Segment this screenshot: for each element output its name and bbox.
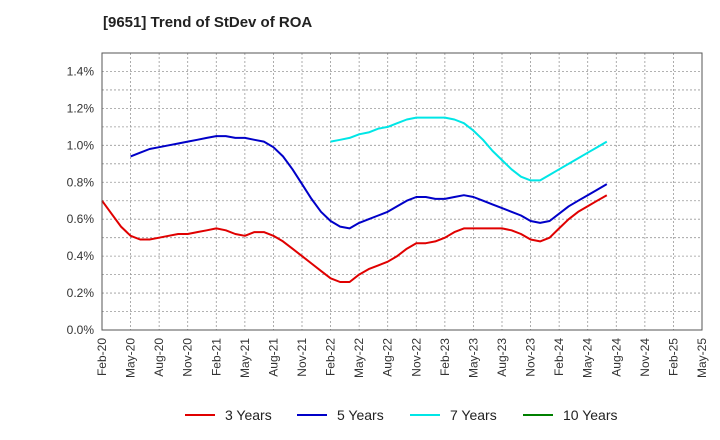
y-tick-label: 1.2% xyxy=(67,101,95,115)
x-tick-label: Aug-24 xyxy=(609,338,623,377)
legend-item-series-2: 5 Years xyxy=(297,405,384,425)
chart-title: [9651] Trend of StDev of ROA xyxy=(103,14,313,31)
legend-swatch-series-3 xyxy=(410,414,440,416)
legend-swatch-series-1 xyxy=(185,414,215,416)
x-tick-label: Feb-21 xyxy=(209,338,223,376)
legend-label-series-1: 3 Years xyxy=(225,407,272,423)
y-tick-label: 0.2% xyxy=(67,286,95,300)
x-tick-label: Nov-23 xyxy=(524,338,538,377)
x-tick-label: May-20 xyxy=(124,338,138,378)
y-tick-label: 0.0% xyxy=(67,323,95,337)
x-axis-ticks: Feb-20 May-20 Aug-20 Nov-20 Feb-21 May-21 Aug-… xyxy=(95,338,709,378)
plot-frame xyxy=(101,52,703,331)
legend-label-series-2: 5 Years xyxy=(337,407,384,423)
x-tick-label: Aug-22 xyxy=(381,338,395,377)
y-tick-label: 0.8% xyxy=(67,175,95,189)
legend-item-series-3: 7 Years xyxy=(410,405,497,425)
x-tick-label: Feb-22 xyxy=(324,338,338,376)
grid xyxy=(102,53,702,330)
legend-label-series-4: 10 Years xyxy=(563,407,618,423)
x-tick-label: May-25 xyxy=(695,338,709,378)
x-tick-label: May-23 xyxy=(466,338,480,378)
x-tick-label: May-24 xyxy=(581,338,595,378)
legend-swatch-series-2 xyxy=(297,414,327,416)
series-line-1 xyxy=(101,194,608,283)
x-tick-label: Aug-21 xyxy=(266,338,280,377)
legend: 3 Years 5 Years 7 Years 10 Years xyxy=(0,405,720,425)
x-tick-label: May-22 xyxy=(352,338,366,378)
series-lines xyxy=(101,116,608,283)
legend-item-series-4: 10 Years xyxy=(523,405,618,425)
x-tick-label: Nov-20 xyxy=(181,338,195,377)
x-tick-label: Aug-23 xyxy=(495,338,509,377)
legend-swatch-series-4 xyxy=(523,414,553,416)
x-tick-label: Nov-22 xyxy=(409,338,423,377)
series-line-2 xyxy=(130,135,608,230)
y-tick-label: 0.4% xyxy=(67,249,95,263)
x-tick-label: Feb-20 xyxy=(95,338,109,376)
x-tick-label: Feb-25 xyxy=(666,338,680,376)
y-axis-ticks: 0.0% 0.2% 0.4% 0.6% 0.8% 1.0% 1.2% 1.4% xyxy=(67,64,95,337)
x-tick-label: May-21 xyxy=(238,338,252,378)
x-tick-label: Aug-20 xyxy=(152,338,166,377)
x-tick-label: Feb-23 xyxy=(438,338,452,376)
x-tick-label: Nov-24 xyxy=(638,338,652,377)
y-tick-label: 0.6% xyxy=(67,212,95,226)
legend-label-series-3: 7 Years xyxy=(450,407,497,423)
y-tick-label: 1.0% xyxy=(67,138,95,152)
legend-item-series-1: 3 Years xyxy=(185,405,272,425)
x-tick-label: Nov-21 xyxy=(295,338,309,377)
x-tick-label: Feb-24 xyxy=(552,338,566,376)
y-tick-label: 1.4% xyxy=(67,64,95,78)
series-line-3 xyxy=(330,116,608,182)
